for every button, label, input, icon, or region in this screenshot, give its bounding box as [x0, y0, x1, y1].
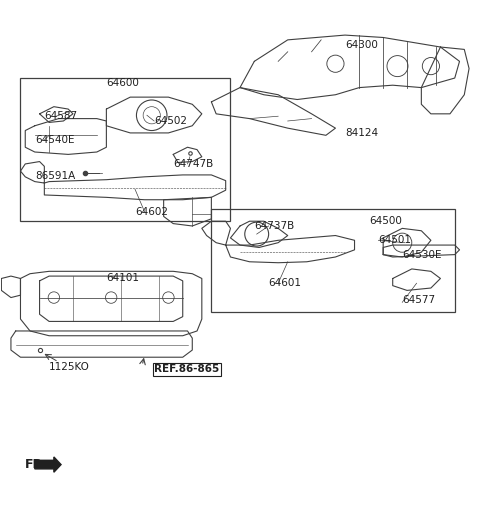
Text: FR.: FR.: [25, 458, 48, 471]
Text: REF.86-865: REF.86-865: [154, 364, 219, 374]
Text: 64587: 64587: [44, 111, 77, 121]
Bar: [21, 78, 230, 221]
Text: 64602: 64602: [135, 207, 168, 217]
Text: 64530E: 64530E: [402, 250, 442, 260]
Bar: [211, 209, 455, 312]
Text: 64540E: 64540E: [35, 135, 74, 145]
Text: 64300: 64300: [345, 40, 378, 50]
Text: 64601: 64601: [269, 278, 301, 288]
Text: 64500: 64500: [369, 216, 402, 226]
Text: 84124: 84124: [345, 128, 378, 138]
Text: 64747B: 64747B: [173, 159, 214, 169]
Text: 64600: 64600: [107, 78, 139, 88]
Text: 86591A: 86591A: [35, 171, 75, 181]
Text: 64737B: 64737B: [254, 221, 295, 231]
FancyArrow shape: [35, 457, 61, 472]
Text: 1125KO: 1125KO: [49, 362, 90, 372]
Text: 64501: 64501: [378, 235, 411, 245]
Text: 64101: 64101: [107, 273, 139, 284]
Text: 64502: 64502: [154, 116, 187, 126]
Text: 64577: 64577: [402, 295, 435, 305]
